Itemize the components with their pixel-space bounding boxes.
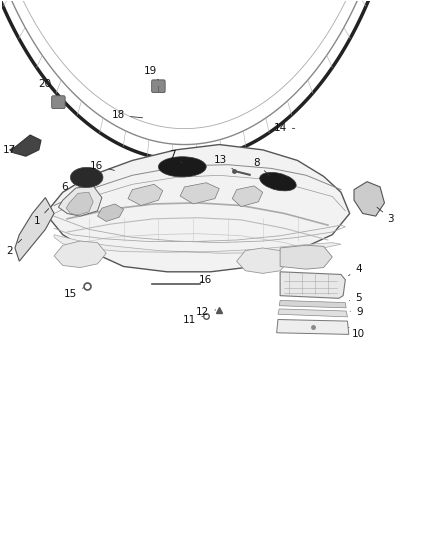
Text: 14: 14 xyxy=(273,123,295,133)
Polygon shape xyxy=(15,198,54,261)
Text: 18: 18 xyxy=(112,110,143,120)
Text: 11: 11 xyxy=(183,314,203,325)
Polygon shape xyxy=(46,144,350,272)
Text: 7: 7 xyxy=(169,150,182,163)
Polygon shape xyxy=(277,319,349,334)
Text: 16: 16 xyxy=(90,161,114,171)
Polygon shape xyxy=(280,245,332,269)
Text: 19: 19 xyxy=(144,67,159,80)
Polygon shape xyxy=(279,301,346,308)
FancyBboxPatch shape xyxy=(52,96,65,109)
Text: 5: 5 xyxy=(350,293,362,303)
Polygon shape xyxy=(354,182,385,216)
Polygon shape xyxy=(66,192,93,215)
Text: 4: 4 xyxy=(349,264,362,276)
Text: 2: 2 xyxy=(7,239,21,256)
Text: 10: 10 xyxy=(349,327,365,340)
Polygon shape xyxy=(280,272,345,298)
Text: 3: 3 xyxy=(377,207,394,224)
Polygon shape xyxy=(58,186,102,216)
Polygon shape xyxy=(54,241,106,268)
Text: 20: 20 xyxy=(38,78,57,94)
Polygon shape xyxy=(237,248,289,273)
Text: 9: 9 xyxy=(350,306,363,317)
Polygon shape xyxy=(10,135,41,156)
Text: 15: 15 xyxy=(64,288,83,299)
Text: 6: 6 xyxy=(62,182,75,192)
Text: 1: 1 xyxy=(33,208,49,227)
Polygon shape xyxy=(54,235,341,253)
Polygon shape xyxy=(278,309,347,317)
Ellipse shape xyxy=(260,173,296,191)
Polygon shape xyxy=(98,204,124,221)
Polygon shape xyxy=(232,186,263,207)
Ellipse shape xyxy=(71,167,103,188)
Text: 17: 17 xyxy=(3,145,16,155)
Polygon shape xyxy=(128,184,163,206)
Polygon shape xyxy=(180,183,219,204)
FancyBboxPatch shape xyxy=(152,80,165,93)
Text: 8: 8 xyxy=(253,158,269,175)
Text: 12: 12 xyxy=(196,307,215,317)
Text: 16: 16 xyxy=(199,275,212,285)
Text: 13: 13 xyxy=(213,156,233,169)
Ellipse shape xyxy=(159,157,206,177)
